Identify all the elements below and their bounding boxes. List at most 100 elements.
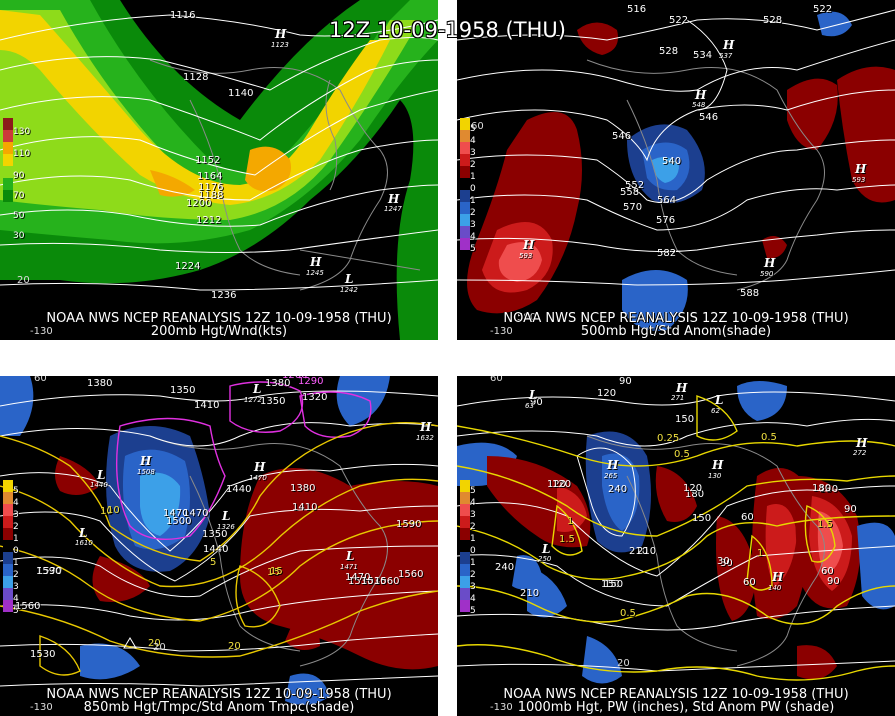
colorbar-label: 1 — [13, 534, 19, 544]
contour-label: 90 — [827, 576, 840, 587]
contour-label: 1380 — [265, 378, 291, 389]
high-marker: H — [695, 88, 707, 102]
pw-label: 0.5 — [761, 432, 777, 443]
contour-label: 180 — [685, 489, 705, 500]
contour-label: 582 — [657, 248, 677, 259]
coastlines — [149, 59, 421, 291]
colorbar-label: 4 — [470, 232, 476, 242]
height-contours — [0, 390, 438, 687]
colorbar-anomaly — [3, 480, 13, 612]
low-marker: L — [97, 468, 106, 482]
low-value: 1326 — [217, 523, 235, 531]
colorbar-label: 5 — [470, 124, 476, 134]
edge-label: 20 — [17, 275, 30, 286]
contour-label: 210 — [629, 546, 649, 557]
low-value: 1242 — [340, 286, 358, 294]
low-value: 250 — [538, 555, 552, 563]
high-value: 265 — [604, 472, 618, 480]
high-value: 140 — [768, 584, 782, 592]
low-value: 1272 — [244, 396, 262, 404]
edge-label: -130 — [30, 702, 53, 713]
contour-label: 1530 — [37, 566, 63, 577]
high-value: 593 — [519, 252, 533, 260]
colorbar-label: 5 — [470, 606, 476, 616]
contour-label: 546 — [612, 131, 632, 142]
panel-200mb: 130 110 90 70 50 30 1116 1128 1140 1152 … — [0, 0, 438, 340]
colorbar-label: 2 — [470, 570, 476, 580]
contour-label: 1152 — [195, 155, 221, 166]
coastlines — [586, 435, 825, 667]
colorbar-label: 4 — [13, 498, 19, 508]
panel-850mb: 5 4 3 2 1 0 1 2 3 4 5 1320 1380 1350 141… — [0, 376, 438, 716]
contour-label: 1224 — [175, 261, 201, 272]
colorbar-label: 4 — [470, 136, 476, 146]
contour-label: 1440 — [226, 484, 252, 495]
colorbar-label: 90 — [13, 171, 25, 181]
contour-label: 1236 — [211, 290, 237, 301]
panel-caption-line2: 500mb Hgt/Std Anom(shade) — [580, 324, 772, 339]
low-marker: L — [79, 526, 88, 540]
panel-caption-line2: 850mb Hgt/Tmpc/Std Anom Tmpc(shade) — [83, 700, 355, 715]
high-marker: H — [855, 162, 867, 176]
contour-label: 1290 — [298, 376, 324, 387]
panel-200mb-map — [0, 0, 438, 340]
temperature-label: 20 — [228, 641, 241, 652]
panel-caption-line2: 200mb Hgt/Wnd(kts) — [150, 324, 288, 339]
colorbar-label: 0 — [470, 184, 476, 194]
contour-label: 30 — [717, 556, 730, 567]
contour-label: 522 — [669, 15, 689, 26]
colorbar-label: 3 — [13, 510, 19, 520]
anomaly-shading — [457, 381, 895, 684]
colorbar-label: 3 — [470, 220, 476, 230]
low-marker: L — [542, 542, 551, 556]
colorbar-anomaly — [460, 480, 470, 612]
contour-label: 528 — [763, 15, 783, 26]
edge-label: 60 — [34, 376, 47, 384]
colorbar-label: 2 — [470, 160, 476, 170]
high-value: 1508 — [137, 468, 155, 476]
contour-label: 210 — [637, 546, 657, 557]
high-marker: H — [275, 27, 287, 41]
colorbar-label: 3 — [470, 582, 476, 592]
panel-caption-line1: NOAA NWS NCEP REANALYSIS 12Z 10-09-1958 … — [503, 687, 849, 702]
high-value: 272 — [853, 449, 867, 457]
contour-label: 1410 — [194, 400, 220, 411]
colorbar-label: 0 — [13, 546, 19, 556]
low-value: 1471 — [340, 563, 358, 571]
low-marker: L — [345, 272, 354, 286]
high-value: 1247 — [384, 205, 402, 213]
contour-label: 1380 — [290, 483, 316, 494]
high-marker: H — [140, 454, 152, 468]
contour-label: 1128 — [183, 72, 209, 83]
low-value: 1440 — [90, 481, 108, 489]
edge-label: 20 — [153, 642, 166, 653]
coastlines — [149, 435, 388, 667]
main-title: 12Z 10-09-1958 (THU) — [329, 18, 566, 42]
temperature-label: 15 — [270, 566, 283, 577]
contour-label: 576 — [656, 215, 676, 226]
colorbar-label: 4 — [470, 594, 476, 604]
colorbar-label: 1 — [470, 172, 476, 182]
colorbar-label: 4 — [13, 594, 19, 604]
contour-label: 1470 — [183, 508, 209, 519]
panel-caption-line1: NOAA NWS NCEP REANALYSIS 12Z 10-09-1958 … — [503, 311, 849, 326]
contour-label: 210 — [520, 588, 540, 599]
contour-label: 1470 — [345, 572, 371, 583]
contour-label: 1188 — [198, 190, 224, 201]
contour-label: 60 — [821, 566, 834, 577]
low-marker: L — [715, 393, 724, 407]
high-marker: H — [772, 570, 784, 584]
contour-label: 546 — [699, 112, 719, 123]
pw-label: 0.25 — [657, 433, 680, 444]
high-marker: H — [676, 381, 688, 395]
panel-500mb-map — [457, 0, 895, 340]
contour-label: 1530 — [361, 576, 387, 587]
contour-label: 1350 — [202, 529, 228, 540]
high-value: 271 — [671, 394, 685, 402]
colorbar-label: 3 — [13, 582, 19, 592]
contour-label: 120 — [547, 479, 567, 490]
temperature-label: 5 — [210, 557, 217, 568]
colorbar-label: 2 — [13, 570, 19, 580]
contour-label: 1530 — [30, 649, 56, 660]
colorbar-label: 3 — [470, 148, 476, 158]
